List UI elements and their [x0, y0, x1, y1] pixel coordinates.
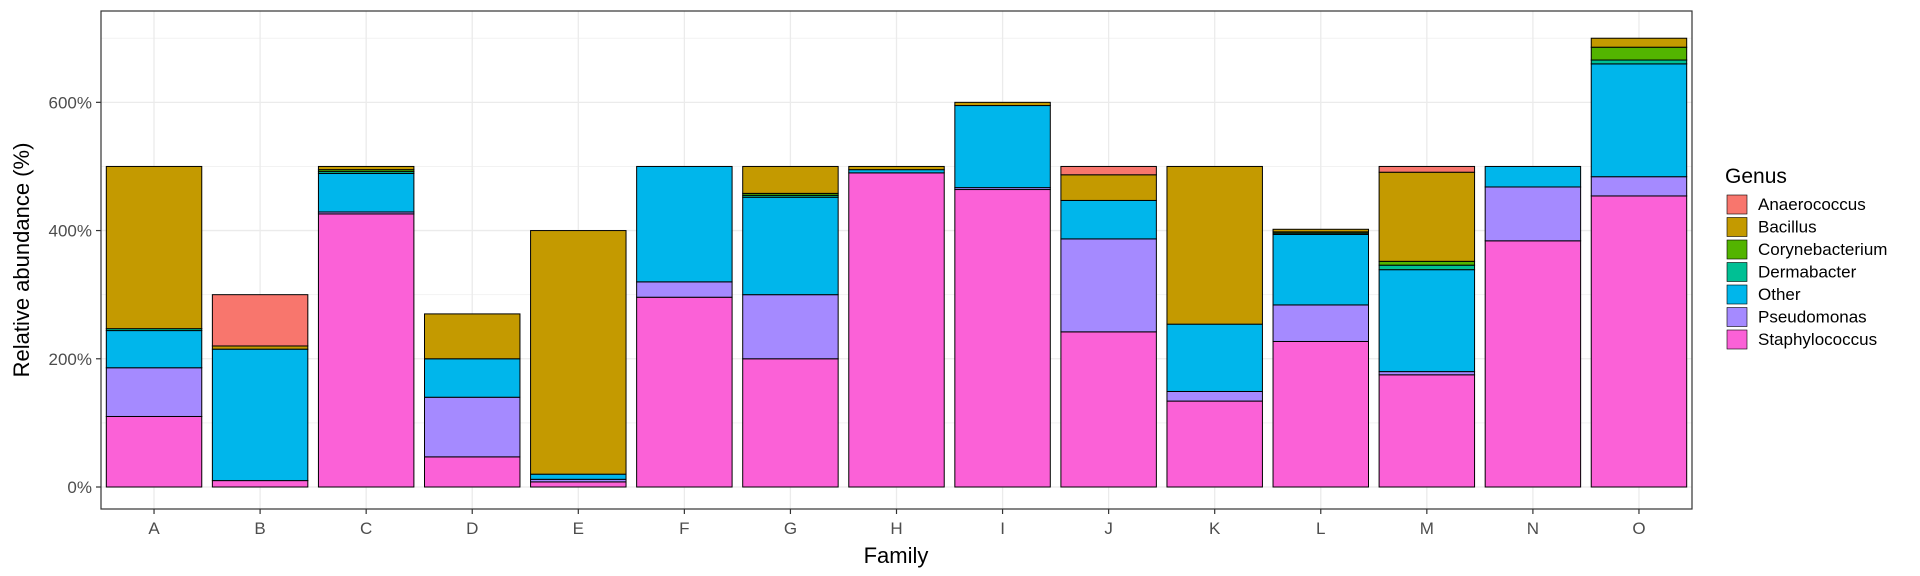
- bar-segment-m-bacillus: [1378, 171, 1476, 262]
- x-tick-label: N: [1527, 519, 1539, 538]
- x-tick-label: E: [573, 519, 584, 538]
- bar-segment-d-pseudomonas: [424, 396, 521, 458]
- bar-segment-l-other: [1272, 233, 1369, 306]
- bar-segment-b-other: [211, 348, 309, 482]
- bar-segment-j-pseudomonas: [1060, 238, 1157, 333]
- x-tick-label: I: [1000, 519, 1005, 538]
- x-tick-label: D: [466, 519, 478, 538]
- x-tick-label: L: [1316, 519, 1325, 538]
- legend-label-corynebacterium: Corynebacterium: [1758, 240, 1887, 259]
- y-axis: 0% 200% 400% 600%: [49, 93, 101, 497]
- bar-segment-e-bacillus: [530, 230, 627, 475]
- bar-segment-j-bacillus: [1060, 174, 1157, 201]
- bar-segment-j-other: [1060, 199, 1157, 240]
- bar-segment-f-pseudomonas: [636, 281, 733, 298]
- bar-segment-k-other: [1166, 323, 1263, 392]
- bar-segment-b-staphylococcus: [211, 480, 309, 488]
- legend-key-anaerococcus: [1726, 194, 1748, 215]
- bar-segment-m-other: [1378, 269, 1476, 373]
- bar-segment-e-staphylococcus: [530, 481, 627, 488]
- y-tick-label: 600%: [49, 93, 92, 112]
- bars: [105, 37, 1688, 488]
- bar-segment-l-pseudomonas: [1272, 304, 1369, 342]
- legend-key-pseudomonas: [1726, 307, 1748, 327]
- legend-label-anaerococcus: Anaerococcus: [1758, 195, 1866, 214]
- bar-segment-m-anaerococcus: [1378, 165, 1476, 173]
- legend-key-staphylococcus: [1726, 329, 1748, 350]
- bar-segment-f-staphylococcus: [636, 296, 733, 488]
- bar-segment-j-staphylococcus: [1060, 331, 1157, 488]
- bar-segment-i-staphylococcus: [954, 189, 1051, 488]
- x-tick-label: G: [784, 519, 797, 538]
- bar-segment-o-corynebacterium: [1590, 46, 1688, 61]
- bar-segment-j-anaerococcus: [1060, 165, 1157, 176]
- legend-label-staphylococcus: Staphylococcus: [1758, 330, 1877, 349]
- bar-segment-d-other: [424, 358, 521, 398]
- bar-segment-n-staphylococcus: [1484, 240, 1582, 488]
- bar-segment-o-bacillus: [1590, 37, 1688, 48]
- y-tick-label: 0%: [67, 478, 92, 497]
- x-tick-label: F: [679, 519, 689, 538]
- bar-segment-f-other: [636, 165, 733, 283]
- bar-segment-d-bacillus: [424, 313, 521, 360]
- bar-segment-b-anaerococcus: [211, 294, 309, 347]
- bar-segment-o-other: [1590, 63, 1688, 178]
- x-tick-label: H: [890, 519, 902, 538]
- legend-title: Genus: [1725, 165, 1787, 188]
- bar-segment-o-dermabacter: [1590, 59, 1688, 65]
- bar-segment-l-staphylococcus: [1272, 340, 1369, 488]
- x-tick-label: M: [1420, 519, 1434, 538]
- legend-label-pseudomonas: Pseudomonas: [1758, 308, 1867, 327]
- bar-segment-l-bacillus: [1272, 228, 1369, 233]
- bar-segment-k-bacillus: [1166, 165, 1263, 325]
- bar-segment-g-other: [742, 196, 839, 296]
- bar-segment-k-staphylococcus: [1166, 400, 1263, 488]
- x-tick-label: J: [1104, 519, 1113, 538]
- bar-segment-o-pseudomonas: [1590, 176, 1688, 197]
- bar-segment-g-bacillus: [742, 165, 839, 194]
- x-tick-label: C: [360, 519, 372, 538]
- legend-key-bacillus: [1726, 217, 1748, 237]
- bar-segment-m-dermabacter: [1378, 264, 1476, 271]
- bar-segment-a-other: [105, 330, 203, 369]
- bar-segment-n-pseudomonas: [1484, 186, 1582, 242]
- legend-key-other: [1726, 284, 1748, 305]
- y-tick-label: 400%: [49, 222, 92, 241]
- bar-segment-a-pseudomonas: [105, 367, 203, 417]
- bar-segment-i-other: [954, 105, 1051, 189]
- legend-key-corynebacterium: [1726, 239, 1748, 260]
- bar-segment-k-pseudomonas: [1166, 390, 1263, 402]
- legend-label-dermabacter: Dermabacter: [1758, 263, 1857, 282]
- x-tick-label: A: [148, 519, 160, 538]
- bar-segment-h-staphylococcus: [848, 172, 945, 488]
- x-tick-label: B: [254, 519, 265, 538]
- legend: Genus Anaerococcus Bacillus Corynebacteriu…: [1725, 165, 1887, 350]
- x-axis: A B C D E F G H I J K L M N O: [148, 509, 1646, 538]
- bar-segment-e-other: [530, 473, 627, 480]
- y-axis-title: Relative abundance (%): [9, 143, 34, 378]
- bar-segment-g-pseudomonas: [742, 294, 839, 360]
- bar-segment-c-staphylococcus: [317, 213, 415, 488]
- bar-segment-g-staphylococcus: [742, 358, 839, 488]
- bar-segment-d-staphylococcus: [424, 456, 521, 488]
- bar-segment-c-other: [317, 173, 415, 213]
- bar-segment-m-corynebacterium: [1378, 260, 1476, 266]
- legend-label-other: Other: [1758, 285, 1801, 304]
- bar-segment-m-staphylococcus: [1378, 374, 1476, 488]
- bar-segment-i-bacillus: [954, 101, 1051, 107]
- bar-segment-o-staphylococcus: [1590, 195, 1688, 488]
- legend-label-bacillus: Bacillus: [1758, 218, 1817, 237]
- bar-segment-c-bacillus: [317, 165, 415, 171]
- x-axis-title: Family: [864, 543, 929, 568]
- bar-segment-n-other: [1484, 165, 1582, 188]
- x-tick-label: O: [1632, 519, 1645, 538]
- y-tick-label: 200%: [49, 350, 92, 369]
- legend-key-dermabacter: [1726, 262, 1748, 282]
- bar-segment-a-bacillus: [105, 165, 203, 330]
- x-tick-label: K: [1209, 519, 1221, 538]
- bar-segment-h-bacillus: [848, 165, 945, 171]
- bar-segment-a-staphylococcus: [105, 415, 203, 488]
